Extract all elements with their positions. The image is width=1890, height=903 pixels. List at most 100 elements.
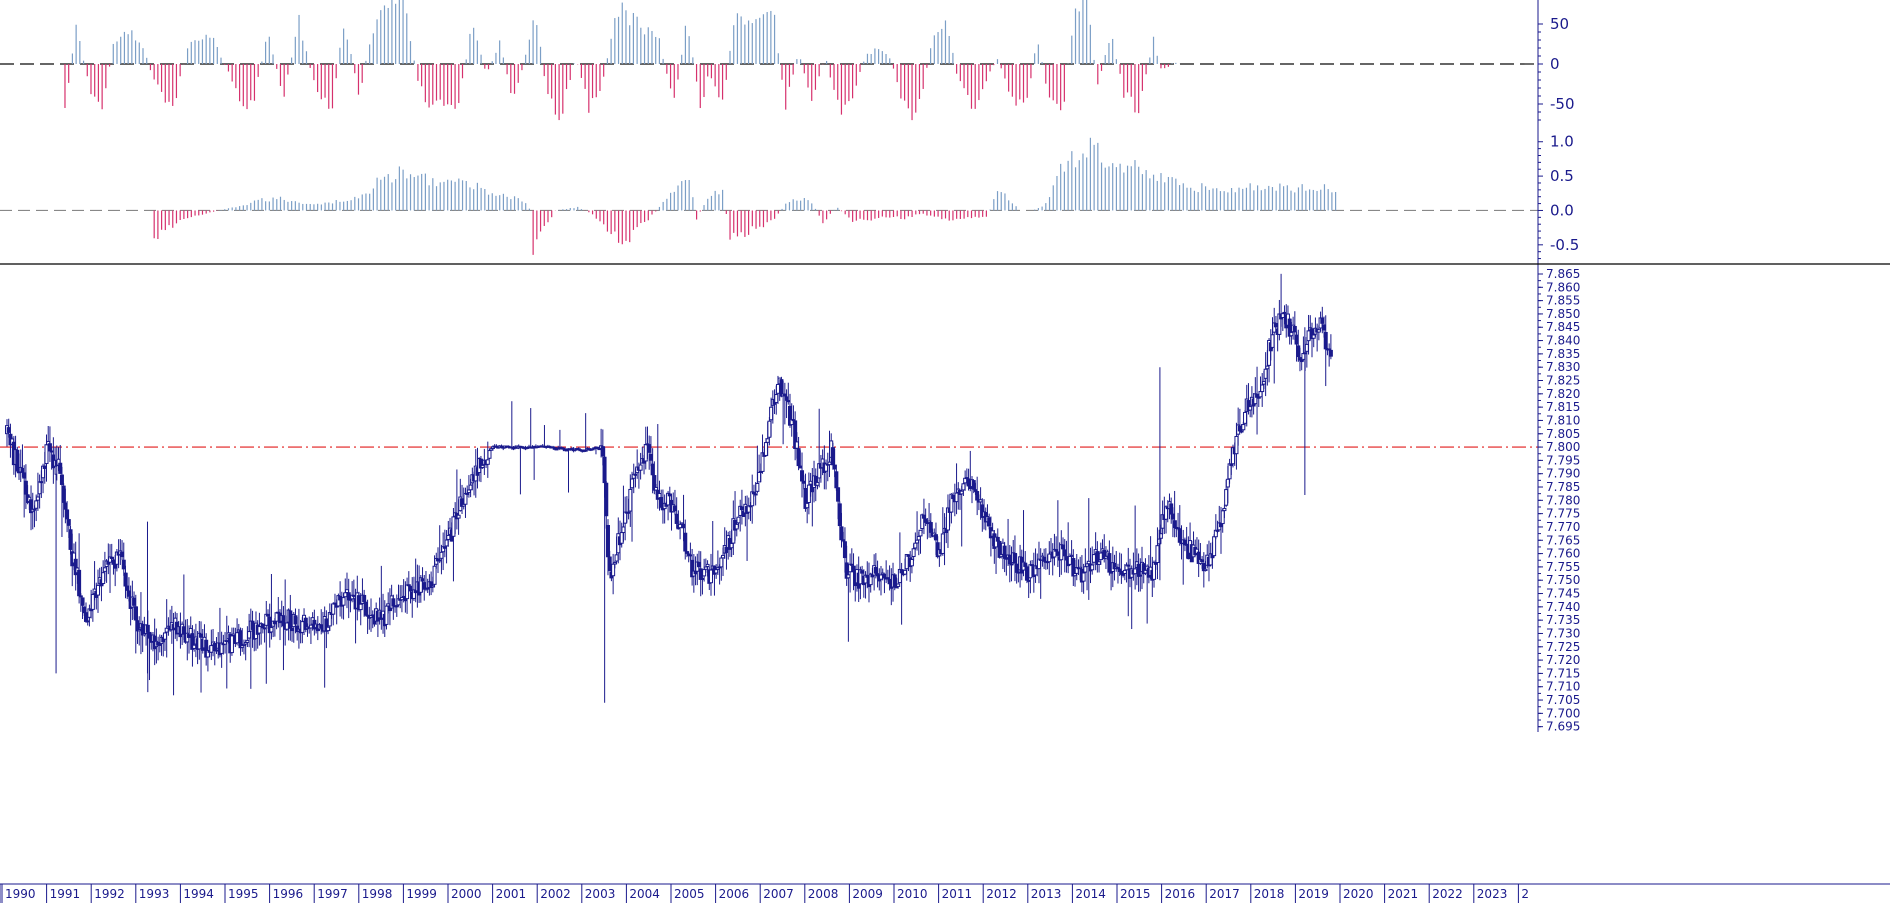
candle-body — [1270, 334, 1275, 348]
candle-body — [209, 645, 214, 653]
candle-body — [442, 546, 447, 549]
candle-body — [903, 569, 908, 575]
candle-body — [327, 612, 332, 627]
candle-body — [1311, 334, 1316, 339]
x-tick-label: 1999 — [406, 887, 437, 901]
candle-body — [1121, 573, 1126, 576]
x-tick-label: 2015 — [1120, 887, 1151, 901]
candle-body — [90, 594, 95, 610]
candle-body — [650, 463, 655, 476]
candle-body — [659, 497, 664, 508]
candle-body — [1169, 503, 1174, 515]
candle-body — [432, 565, 437, 585]
candle-body — [406, 584, 411, 587]
candle-body — [487, 450, 492, 459]
candle-body — [308, 624, 313, 629]
candle-body — [755, 483, 760, 492]
x-tick-label: 1995 — [228, 887, 259, 901]
candle-body — [480, 464, 485, 468]
candle-body — [281, 615, 286, 627]
candle-body — [250, 620, 255, 630]
candle-body — [887, 578, 892, 585]
candle-body — [82, 606, 87, 614]
x-tick-label: 2019 — [1298, 887, 1329, 901]
y-tick-label: 7.710 — [1546, 680, 1580, 694]
candle-body — [343, 592, 348, 598]
candle-body — [1047, 553, 1052, 563]
y-tick-label: 7.840 — [1546, 334, 1580, 348]
candle-body — [44, 444, 49, 465]
candle-body — [1172, 520, 1177, 529]
candle-body — [684, 551, 689, 554]
candle-body — [1184, 543, 1189, 546]
candle-body — [879, 574, 884, 580]
candle-body — [351, 594, 356, 597]
candle-body — [85, 620, 90, 623]
candle-body — [630, 478, 635, 489]
candle-body — [439, 551, 444, 559]
candle-body — [1107, 553, 1112, 573]
candle-body — [58, 462, 63, 474]
candle-body — [987, 517, 992, 527]
candle-body — [827, 461, 832, 466]
candle-body — [120, 551, 125, 558]
candle-body — [1138, 574, 1143, 577]
candle-body — [865, 574, 870, 578]
candle-body — [928, 522, 933, 533]
candle-body — [1241, 424, 1246, 431]
candle-body — [101, 572, 106, 584]
candle-body — [1158, 533, 1163, 539]
candle-body — [753, 493, 758, 496]
candle-body — [654, 486, 659, 491]
candle-body — [1177, 528, 1182, 543]
candle-body — [784, 396, 789, 401]
y-tick-label: 7.865 — [1546, 267, 1580, 281]
candle-body — [214, 649, 219, 652]
candle-body — [42, 465, 47, 469]
candle-body — [1323, 331, 1328, 350]
candle-body — [808, 480, 813, 485]
x-tick-label: 2012 — [986, 887, 1017, 901]
candle-body — [1234, 435, 1239, 455]
candle-body — [1200, 559, 1205, 563]
right-value-axis: 500-501.00.50.0-0.57.8657.8607.8557.8507… — [0, 0, 1890, 734]
candle-body — [444, 539, 449, 547]
candle-body — [1081, 572, 1086, 582]
candle-body — [430, 585, 435, 588]
candle-body — [1170, 513, 1175, 520]
y-tick-label: -0.5 — [1550, 236, 1579, 254]
candle-body — [702, 569, 707, 577]
candle-body — [1320, 317, 1325, 324]
candle-body — [468, 484, 473, 491]
candle-body — [1212, 536, 1217, 557]
candle-body — [966, 478, 971, 487]
candle-body — [133, 606, 138, 621]
x-tick-label: 2020 — [1343, 887, 1374, 901]
candle-body — [132, 597, 137, 606]
candle-body — [700, 577, 705, 580]
candle-body — [463, 492, 468, 505]
candle-body — [235, 632, 240, 644]
candle-body — [806, 484, 811, 503]
y-tick-label: 7.715 — [1546, 666, 1580, 680]
candle-body — [709, 569, 714, 584]
candle-body — [1016, 571, 1021, 574]
candle-body — [894, 586, 899, 589]
candle-body — [1091, 554, 1096, 563]
candle-body — [896, 583, 901, 587]
x-tick-label: 2003 — [585, 887, 616, 901]
candle-body — [192, 644, 197, 649]
candle-body — [1086, 560, 1091, 565]
x-tick-label: 2007 — [763, 887, 794, 901]
y-tick-label: 7.735 — [1546, 613, 1580, 627]
candle-body — [1064, 556, 1069, 561]
candle-body — [113, 564, 118, 569]
x-tick-label: 2011 — [942, 887, 973, 901]
candle-body — [265, 613, 270, 617]
candle-body — [1026, 579, 1031, 582]
candle-body — [1023, 562, 1028, 567]
middle-oscillator-panel — [0, 137, 1538, 255]
candle-body — [1316, 329, 1321, 333]
candle-body — [678, 523, 683, 529]
